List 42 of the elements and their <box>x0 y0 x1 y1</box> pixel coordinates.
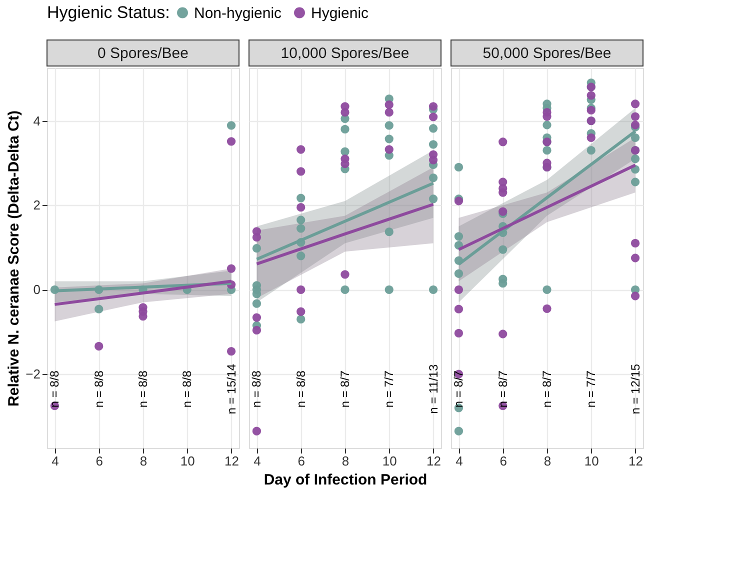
x-tick-label: 4 <box>52 454 59 468</box>
annotation: n = 7/7 <box>584 370 598 408</box>
chart-title: 10,000 Spores/Bee <box>280 45 410 62</box>
y-tick-label: −2 <box>26 366 40 382</box>
x-tick-label: 10 <box>382 454 397 468</box>
x-tick-label: 4 <box>254 454 261 468</box>
x-tick-label: 8 <box>140 454 148 468</box>
x-tick-label: 12 <box>628 454 644 468</box>
y-axis-title: Relative N. ceranae Score (Delta-Delta Ct) <box>6 110 23 406</box>
annotation: n = 8/8 <box>250 370 264 408</box>
annotation: n = 15/14 <box>224 364 238 414</box>
annotation: n = 8/8 <box>136 370 150 408</box>
x-tick-label: 6 <box>298 454 305 468</box>
x-tick-label: 6 <box>500 454 507 468</box>
annotation: n = 8/7 <box>452 370 466 408</box>
x-tick-label: 10 <box>180 454 195 468</box>
chart-title: 50,000 Spores/Bee <box>482 45 612 62</box>
x-tick-label: 6 <box>96 454 103 468</box>
x-tick-label: 4 <box>456 454 463 468</box>
y-tick-label: 4 <box>33 113 40 128</box>
annotation: n = 7/7 <box>382 370 396 408</box>
y-tick-label: 2 <box>33 198 40 213</box>
x-tick-label: 8 <box>342 454 350 468</box>
annotation: n = 8/7 <box>496 370 510 408</box>
y-tick-label: 0 <box>33 282 40 298</box>
annotation: n = 8/8 <box>48 370 62 408</box>
legend-label: Non-hygienic <box>194 4 282 22</box>
x-tick-label: 8 <box>544 454 552 468</box>
annotation: n = 8/7 <box>338 370 352 408</box>
annotation: n = 12/15 <box>628 364 642 414</box>
chart-title: 0 Spores/Bee <box>98 45 188 62</box>
legend-title: Hygienic Status: <box>47 3 170 22</box>
x-axis-title: Day of Infection Period <box>264 472 428 488</box>
legend-label: Hygienic <box>311 4 370 22</box>
x-tick-label: 12 <box>224 454 240 468</box>
annotation: n = 8/8 <box>294 370 308 408</box>
x-tick-label: 12 <box>426 454 442 468</box>
annotation: n = 8/7 <box>540 370 554 408</box>
x-tick-label: 10 <box>584 454 599 468</box>
annotation: n = 8/8 <box>92 370 106 408</box>
annotation: n = 11/13 <box>426 364 440 414</box>
annotation: n = 8/8 <box>180 370 194 408</box>
